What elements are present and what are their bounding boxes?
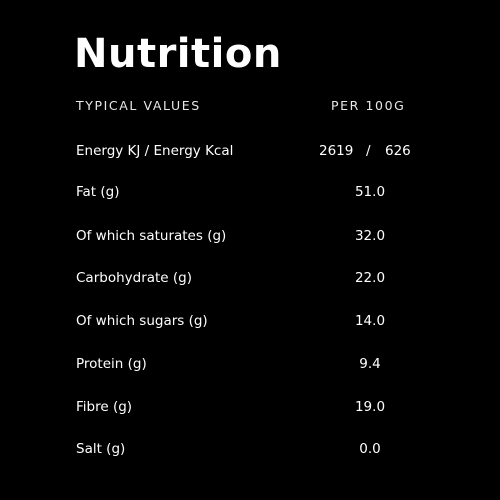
nutrition-row: Salt (g) 0.0 (0, 438, 500, 460)
nutrition-row: Carbohydrate (g) 22.0 (0, 267, 500, 289)
nutrition-row: Fibre (g) 19.0 (0, 396, 500, 418)
column-header-per-100g: PER 100G (331, 98, 406, 113)
nutrient-value: 14.0 (354, 313, 386, 329)
nutrient-value: 19.0 (354, 399, 386, 415)
nutrient-label: Salt (g) (76, 441, 126, 457)
energy-kcal-value: 626 (385, 143, 411, 159)
nutrient-label: Of which saturates (g) (76, 228, 227, 244)
nutrient-label: Of which sugars (g) (76, 313, 208, 329)
nutrient-label: Fibre (g) (76, 399, 133, 415)
nutrient-label: Protein (g) (76, 356, 147, 372)
nutrient-label: Fat (g) (76, 184, 120, 200)
nutrient-label: Carbohydrate (g) (76, 270, 193, 286)
nutrient-label: Energy KJ / Energy Kcal (76, 143, 234, 159)
nutrition-row: Of which saturates (g) 32.0 (0, 225, 500, 247)
nutrient-value: 32.0 (354, 228, 386, 244)
column-header-typical-values: TYPICAL VALUES (76, 98, 201, 113)
energy-separator: / (366, 143, 371, 159)
nutrient-value: 22.0 (354, 270, 386, 286)
nutrient-value: 0.0 (359, 441, 381, 457)
nutrient-value: 51.0 (354, 184, 386, 200)
nutrition-row: Of which sugars (g) 14.0 (0, 310, 500, 332)
energy-kj-value: 2619 (319, 143, 354, 159)
nutrition-row-energy: Energy KJ / Energy Kcal 2619 / 626 (0, 140, 500, 162)
nutrient-value: 9.4 (359, 356, 381, 372)
nutrition-row: Fat (g) 51.0 (0, 181, 500, 203)
nutrition-row: Protein (g) 9.4 (0, 353, 500, 375)
page-title: Nutrition (74, 31, 282, 77)
